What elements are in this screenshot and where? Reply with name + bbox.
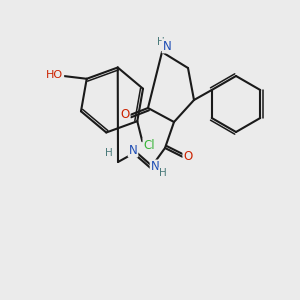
- Text: HO: HO: [46, 70, 63, 80]
- Text: N: N: [151, 160, 159, 173]
- Text: N: N: [163, 40, 171, 52]
- Text: H: H: [157, 37, 165, 47]
- Text: N: N: [129, 143, 137, 157]
- Text: H: H: [105, 148, 113, 158]
- Text: O: O: [120, 107, 130, 121]
- Text: O: O: [183, 149, 193, 163]
- Text: Cl: Cl: [143, 139, 155, 152]
- Text: H: H: [159, 168, 167, 178]
